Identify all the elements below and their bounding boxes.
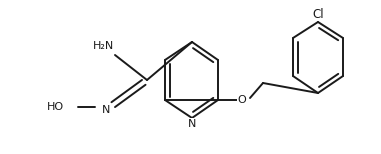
Text: N: N bbox=[102, 105, 110, 115]
Text: HO: HO bbox=[46, 102, 64, 112]
Text: N: N bbox=[188, 119, 196, 129]
Text: O: O bbox=[238, 95, 247, 105]
Text: H₂N: H₂N bbox=[92, 41, 114, 51]
Text: Cl: Cl bbox=[312, 8, 324, 20]
